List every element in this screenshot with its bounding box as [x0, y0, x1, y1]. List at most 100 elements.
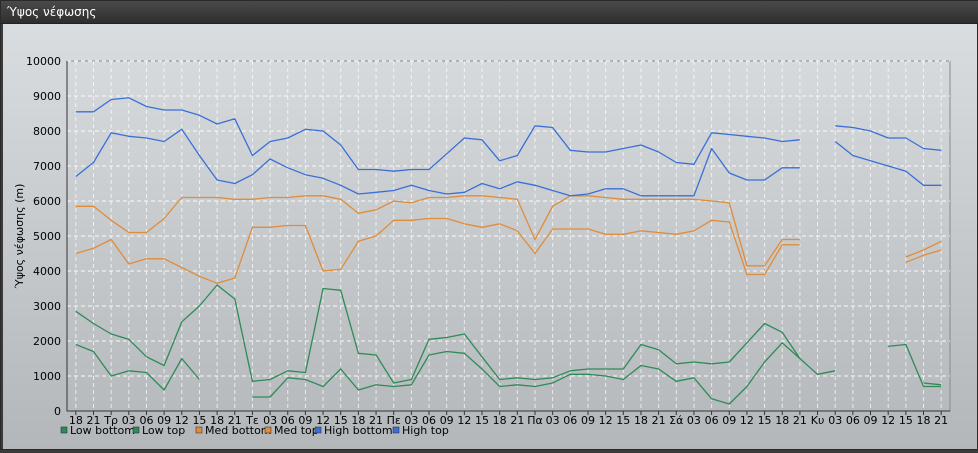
x-tick-label: 03 [263, 414, 277, 427]
legend-label: Med bottom [205, 424, 272, 437]
series-line-segment [923, 382, 942, 386]
series-line-segment [75, 97, 800, 172]
x-tick-label: 21 [934, 414, 948, 427]
series-line-segment [75, 128, 800, 197]
x-tick-label: Σά [669, 414, 683, 427]
x-tick-label: 12 [740, 414, 754, 427]
series-med-top [75, 195, 942, 267]
series-line-segment [834, 140, 942, 186]
title-bar: Ύψος νέφωσης [1, 1, 978, 24]
legend-label: High top [402, 424, 449, 437]
y-tick-label: 0 [54, 405, 61, 418]
y-tick-label: 6000 [33, 195, 61, 208]
legend-swatch [264, 426, 272, 434]
x-tick-label: 21 [86, 414, 100, 427]
x-tick-label: 12 [881, 414, 895, 427]
x-tick-label: 09 [864, 414, 878, 427]
series-med-bottom [75, 217, 942, 284]
x-tick-label: Πα [527, 414, 543, 427]
series-high-bottom [75, 128, 942, 197]
series-line-segment [75, 284, 836, 384]
cloud-height-chart: 0 1000 2000 3000 4000 5000 6000 7000 8000 9000 100… [13, 55, 951, 437]
x-tick-label: 03 [687, 414, 701, 427]
x-tick-label: 18 [634, 414, 648, 427]
y-tick-label: 3000 [33, 300, 61, 313]
x-tick-label: 18 [210, 414, 224, 427]
x-tick-label: 15 [475, 414, 489, 427]
x-tick-label: 21 [510, 414, 524, 427]
x-tick-label: 15 [758, 414, 772, 427]
x-tick-label: 03 [404, 414, 418, 427]
legend-swatch [60, 426, 68, 434]
x-tick-label: 12 [316, 414, 330, 427]
x-tick-label: 21 [793, 414, 807, 427]
x-tick-label: 03 [546, 414, 560, 427]
x-tick-label: Κυ [811, 414, 825, 427]
x-tick-label: 03 [122, 414, 136, 427]
series-line-segment [835, 125, 942, 151]
legend-swatch [314, 426, 322, 434]
series-line-segment [905, 240, 942, 258]
series-line-segment [75, 217, 800, 284]
x-tick-label: 06 [563, 414, 577, 427]
series-line-segment [75, 343, 200, 391]
axes: 0 1000 2000 3000 4000 5000 6000 7000 8000 9000 100… [26, 55, 950, 427]
x-tick-label: 15 [334, 414, 348, 427]
series-line-segment [252, 342, 801, 405]
y-tick-label: 8000 [33, 125, 61, 138]
y-axis-label: Ύψος νέφωσης (m) [13, 184, 26, 290]
series-line-segment [888, 343, 942, 388]
y-tick-label: 10000 [26, 55, 61, 68]
x-tick-label: 15 [616, 414, 630, 427]
x-tick-label: 15 [192, 414, 206, 427]
x-tick-label: 15 [899, 414, 913, 427]
window-title: Ύψος νέφωσης [7, 5, 97, 19]
x-tick-label: 06 [846, 414, 860, 427]
x-tick-label: 06 [422, 414, 436, 427]
x-tick-label: 09 [722, 414, 736, 427]
y-tick-label: 1000 [33, 370, 61, 383]
series-low-top [75, 284, 942, 388]
legend-swatch [195, 426, 203, 434]
x-tick-label: 09 [581, 414, 595, 427]
x-tick-label: 06 [139, 414, 153, 427]
x-tick-label: 03 [828, 414, 842, 427]
x-tick-label: Τε [245, 414, 259, 427]
x-tick-label: Πε [387, 414, 401, 427]
chart-panel: 0 1000 2000 3000 4000 5000 6000 7000 8000 9000 100… [3, 24, 977, 449]
x-tick-label: 12 [175, 414, 189, 427]
series-high-top [75, 97, 942, 172]
series-low-bottom [75, 342, 942, 405]
legend-label: Low bottom [70, 424, 135, 437]
x-tick-label: 18 [775, 414, 789, 427]
x-tick-label: 09 [440, 414, 454, 427]
series-line-segment [905, 249, 942, 263]
x-tick-label: 12 [457, 414, 471, 427]
y-tick-label: 5000 [33, 230, 61, 243]
x-tick-label: 18 [351, 414, 365, 427]
x-tick-label: 09 [157, 414, 171, 427]
x-tick-label: 21 [228, 414, 242, 427]
series-line-segment [75, 195, 800, 267]
y-tick-label: 2000 [33, 335, 61, 348]
y-tick-label: 7000 [33, 160, 61, 173]
x-tick-label: 21 [652, 414, 666, 427]
x-tick-label: 21 [369, 414, 383, 427]
legend-label: Med top [274, 424, 319, 437]
legend-swatch [132, 426, 140, 434]
series-lines [75, 97, 942, 405]
x-tick-label: 18 [69, 414, 83, 427]
legend-swatch [392, 426, 400, 434]
legend-label: Low top [142, 424, 185, 437]
x-tick-label: 09 [298, 414, 312, 427]
x-tick-label: 18 [493, 414, 507, 427]
x-tick-label: 18 [917, 414, 931, 427]
x-tick-label: 12 [599, 414, 613, 427]
x-tick-label: Τρ [103, 414, 118, 427]
grid [66, 60, 951, 412]
legend: Low bottom Low top Med bottom Med top High b… [60, 424, 449, 437]
x-tick-label: 06 [705, 414, 719, 427]
legend-label: High bottom [324, 424, 393, 437]
y-tick-label: 9000 [33, 90, 61, 103]
